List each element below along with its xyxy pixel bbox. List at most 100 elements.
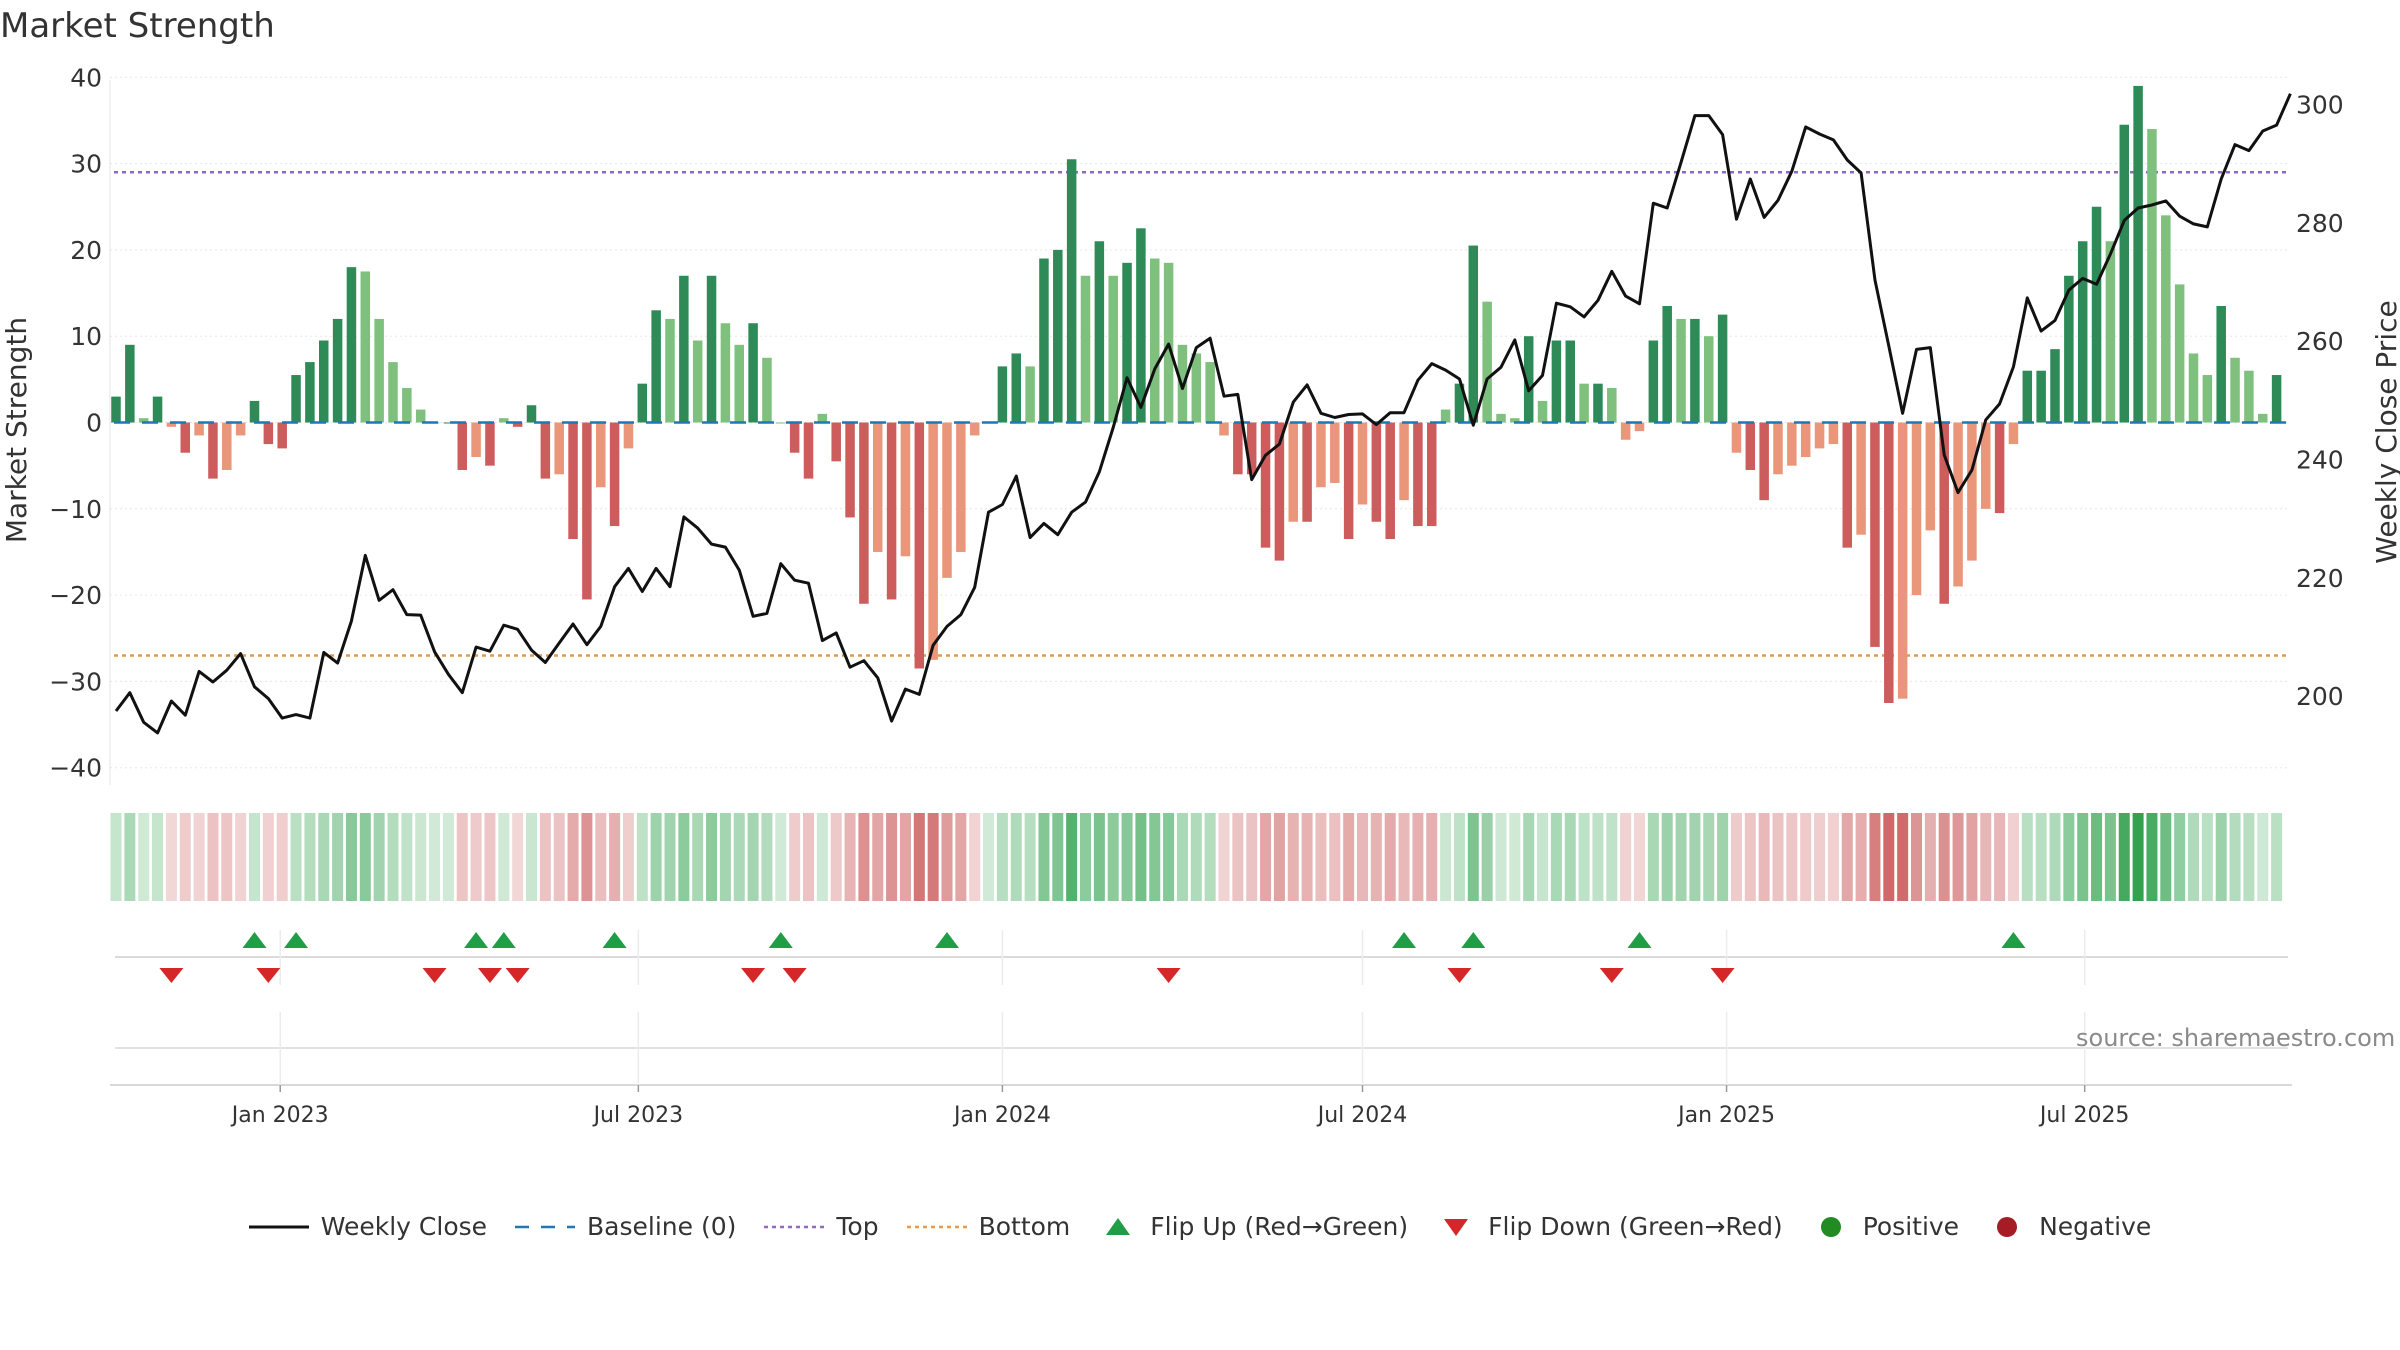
- strip-cell: [1758, 813, 1770, 901]
- strip-cell: [1620, 813, 1632, 901]
- strip-cell: [609, 813, 621, 901]
- strength-bar: [1593, 383, 1603, 423]
- legend-item-flip-down[interactable]: Flip Down (Green→Red): [1436, 1212, 1783, 1241]
- legend-item-baseline[interactable]: Baseline (0): [515, 1212, 736, 1241]
- strength-bar: [388, 362, 398, 423]
- strip-cell: [2035, 813, 2047, 901]
- right-tick-label: 240: [2296, 445, 2344, 474]
- strength-bar: [596, 422, 606, 488]
- strength-bar: [1884, 422, 1894, 704]
- strip-cell: [1814, 813, 1826, 901]
- strength-bar: [1094, 241, 1105, 423]
- strip-cell: [1315, 813, 1327, 901]
- strip-cell: [983, 813, 995, 901]
- strip-cell: [1204, 813, 1216, 901]
- strength-bar: [138, 418, 149, 423]
- strength-bar: [1745, 422, 1756, 470]
- left-tick-label: 40: [70, 63, 102, 92]
- right-tick-label: 260: [2296, 327, 2344, 356]
- strip-cell: [747, 813, 759, 901]
- strength-bar: [1607, 387, 1617, 423]
- strip-cell: [179, 813, 191, 901]
- strip-cell: [941, 813, 953, 901]
- strip-cell: [775, 813, 787, 901]
- flip-down-marker: [782, 968, 807, 983]
- strength-bar: [2244, 370, 2254, 423]
- left-tick-label: −10: [49, 495, 102, 524]
- bottom-swatch: [906, 1225, 967, 1228]
- strength-bar: [679, 275, 689, 423]
- strength-bar: [457, 422, 467, 470]
- strength-bar: [1690, 318, 1700, 423]
- strength-bar: [415, 409, 426, 423]
- x-tick-label: Jul 2024: [1316, 1103, 1408, 1128]
- strength-bar: [1773, 422, 1783, 475]
- right-tick-label: 300: [2296, 90, 2344, 119]
- strip-cell: [1717, 813, 1729, 901]
- strength-bar: [609, 422, 620, 527]
- left-tick-label: −20: [49, 581, 102, 610]
- strength-bar: [692, 340, 703, 423]
- strip-cell: [221, 813, 233, 901]
- strength-bar: [1648, 340, 1659, 423]
- legend-item-positive[interactable]: Positive: [1811, 1212, 1959, 1241]
- strength-bar: [1330, 422, 1340, 483]
- legend-item-weekly-close[interactable]: Weekly Close: [248, 1212, 487, 1241]
- strength-bar: [374, 318, 384, 423]
- strength-bar: [1357, 422, 1368, 505]
- strip-cell: [1966, 813, 1978, 901]
- strip-cell: [110, 813, 122, 901]
- strip-cell: [1689, 813, 1701, 901]
- strength-bar: [928, 422, 938, 660]
- flip-up-marker: [935, 932, 959, 948]
- legend-item-top[interactable]: Top: [764, 1212, 879, 1241]
- strip-cell: [1052, 813, 1064, 901]
- strength-bar: [1413, 422, 1423, 527]
- strip-cell: [304, 813, 316, 901]
- strip-cell: [498, 813, 510, 901]
- strip-cell: [526, 813, 537, 901]
- strip-cell: [1564, 813, 1576, 901]
- strip-cell: [2091, 813, 2103, 901]
- strip-cell: [165, 813, 177, 901]
- positive-dot-icon: [1820, 1216, 1841, 1237]
- strip-cell: [2271, 813, 2283, 901]
- strip-cell: [1384, 813, 1396, 901]
- strength-bar: [1039, 258, 1049, 423]
- strength-bar: [734, 344, 744, 423]
- strength-bar: [789, 422, 800, 453]
- strip-cell: [1537, 813, 1549, 901]
- legend-label: Negative: [2039, 1212, 2152, 1241]
- strength-bar: [2133, 85, 2143, 423]
- strength-bar: [1953, 422, 1963, 587]
- strip-cell: [1093, 813, 1105, 901]
- source-credit: source: sharemaestro.com: [2076, 1024, 2396, 1052]
- strip-cell: [1343, 813, 1355, 901]
- strength-bar: [2105, 241, 2116, 423]
- strength-bar: [2174, 284, 2185, 423]
- strip-cell: [1855, 813, 1867, 901]
- strength-bar: [1856, 422, 1866, 535]
- strip-cell: [1038, 813, 1050, 901]
- strip-cell: [1426, 813, 1438, 901]
- strip-cell: [138, 813, 150, 901]
- legend-item-negative[interactable]: Negative: [1987, 1212, 2151, 1241]
- right-axis-label: Weekly Close Price: [2370, 300, 2400, 563]
- legend-label: Flip Down (Green→Red): [1488, 1212, 1783, 1241]
- strip-cell: [2243, 813, 2255, 901]
- legend-label: Top: [836, 1212, 879, 1241]
- strip-cell: [1730, 813, 1742, 901]
- strip-cell: [1661, 813, 1673, 901]
- strength-bar: [1800, 422, 1811, 458]
- strength-bar: [512, 422, 523, 427]
- strength-bar: [2077, 241, 2088, 423]
- strength-bar: [2258, 413, 2268, 423]
- strip-cell: [1176, 813, 1188, 901]
- strip-cell: [1938, 813, 1950, 901]
- strength-bar: [471, 422, 481, 458]
- legend-item-bottom[interactable]: Bottom: [906, 1212, 1070, 1241]
- legend-item-flip-up[interactable]: Flip Up (Red→Green): [1098, 1212, 1408, 1241]
- strip-cell: [969, 813, 981, 901]
- strip-cell: [816, 813, 828, 901]
- strength-bar: [1676, 318, 1686, 423]
